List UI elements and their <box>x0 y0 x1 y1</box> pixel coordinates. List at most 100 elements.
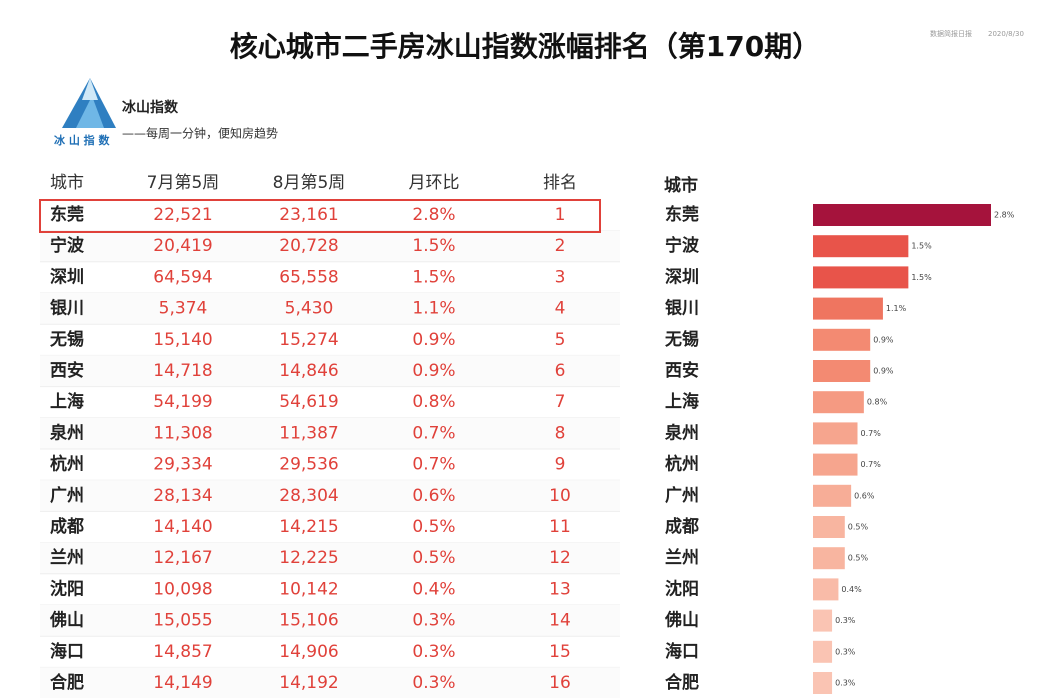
brand: 冰山指数 <box>122 99 179 116</box>
cell: 15,140 <box>153 330 212 350</box>
cell: 6 <box>555 361 566 381</box>
city-cell: 兰州 <box>50 547 84 568</box>
value-label: 0.4% <box>841 585 862 594</box>
cell: 2 <box>555 236 566 256</box>
city-cell: 杭州 <box>50 454 84 475</box>
cell: 0.3% <box>412 611 455 631</box>
value-label: 0.9% <box>873 367 894 376</box>
bar <box>813 235 909 258</box>
highlight-box <box>39 199 601 233</box>
cell: 0.7% <box>412 455 455 475</box>
category-label: 上海 <box>665 391 699 412</box>
city-cell: 海口 <box>50 641 84 662</box>
value-label: 0.3% <box>835 647 856 656</box>
city-cell: 泉州 <box>49 422 84 443</box>
cell: 12,167 <box>153 548 212 568</box>
cell: 14 <box>549 611 571 631</box>
category-label: 深圳 <box>665 266 699 287</box>
bar <box>813 266 909 289</box>
logo-text: 冰 山 指 数 <box>54 133 110 147</box>
category-label: 佛山 <box>664 610 699 631</box>
cell: 11,308 <box>153 423 212 443</box>
city-cell: 深圳 <box>50 266 84 287</box>
bar <box>813 609 833 632</box>
cell: 65,558 <box>279 267 338 287</box>
cell: 15 <box>549 642 571 662</box>
bar <box>813 672 833 694</box>
cell: 10 <box>549 486 571 506</box>
city-cell: 东莞 <box>50 204 84 225</box>
column-header: 8月第5周 <box>273 173 346 193</box>
cell: 29,334 <box>153 455 212 475</box>
bar <box>813 391 864 414</box>
cell: 1.1% <box>412 299 455 319</box>
category-label: 海口 <box>665 641 699 662</box>
cell: 54,619 <box>279 392 338 412</box>
category-label: 西安 <box>665 360 699 381</box>
cell: 3 <box>555 267 566 287</box>
value-label: 0.3% <box>835 679 856 688</box>
cell: 22,521 <box>153 205 212 225</box>
city-cell: 宁波 <box>50 235 85 256</box>
cell: 5,374 <box>159 299 208 319</box>
column-header: 城市 <box>50 173 84 193</box>
cell: 0.9% <box>412 330 455 350</box>
bar <box>813 328 871 351</box>
row-band <box>40 605 620 637</box>
value-label: 0.5% <box>848 554 869 563</box>
cell: 14,149 <box>153 673 212 693</box>
source: 数据简报日报 <box>930 29 972 38</box>
city-cell: 合肥 <box>50 672 84 693</box>
cell: 15,106 <box>279 611 338 631</box>
cell: 8 <box>555 423 566 443</box>
city-cell: 成都 <box>50 516 84 537</box>
bar <box>813 422 858 445</box>
category-label: 无锡 <box>664 329 699 350</box>
cell: 0.4% <box>412 579 455 599</box>
value-label: 0.9% <box>873 335 894 344</box>
value-label: 0.7% <box>861 460 882 469</box>
bar <box>813 578 839 601</box>
cell: 14,846 <box>279 361 338 381</box>
value-label: 0.8% <box>867 398 888 407</box>
value-label: 2.8% <box>994 211 1015 220</box>
city-cell: 上海 <box>50 391 84 412</box>
category-label: 杭州 <box>665 454 699 475</box>
cell: 7 <box>555 392 566 412</box>
cell: 0.6% <box>412 486 455 506</box>
bar <box>813 484 852 507</box>
category-label: 泉州 <box>664 422 699 443</box>
bar <box>813 297 883 320</box>
bar <box>813 204 991 226</box>
category-label: 银川 <box>665 298 699 319</box>
column-header: 7月第5周 <box>147 173 220 193</box>
category-label: 兰州 <box>665 547 699 568</box>
row-band <box>40 293 620 325</box>
category-label: 宁波 <box>665 235 700 256</box>
value-label: 0.7% <box>861 429 882 438</box>
cell: 14,906 <box>279 642 338 662</box>
logo <box>62 78 116 128</box>
cell: 0.8% <box>412 392 455 412</box>
cell: 29,536 <box>279 455 338 475</box>
value-label: 0.5% <box>848 523 869 532</box>
cell: 1.5% <box>412 236 455 256</box>
row-band <box>40 417 620 449</box>
cell: 10,098 <box>153 579 212 599</box>
category-label: 成都 <box>665 516 699 537</box>
cell: 0.3% <box>412 673 455 693</box>
cell: 14,857 <box>153 642 212 662</box>
value-label: 1.5% <box>911 242 932 251</box>
column-header: 月环比 <box>409 173 460 193</box>
bar <box>813 453 858 476</box>
cell: 0.7% <box>412 423 455 443</box>
cell: 14,718 <box>153 361 212 381</box>
category-header: 城市 <box>664 175 698 196</box>
cell: 54,199 <box>153 392 212 412</box>
cell: 20,728 <box>279 236 338 256</box>
bar <box>813 640 833 663</box>
cell: 4 <box>555 299 566 319</box>
cell: 0.3% <box>412 642 455 662</box>
cell: 5,430 <box>285 299 334 319</box>
